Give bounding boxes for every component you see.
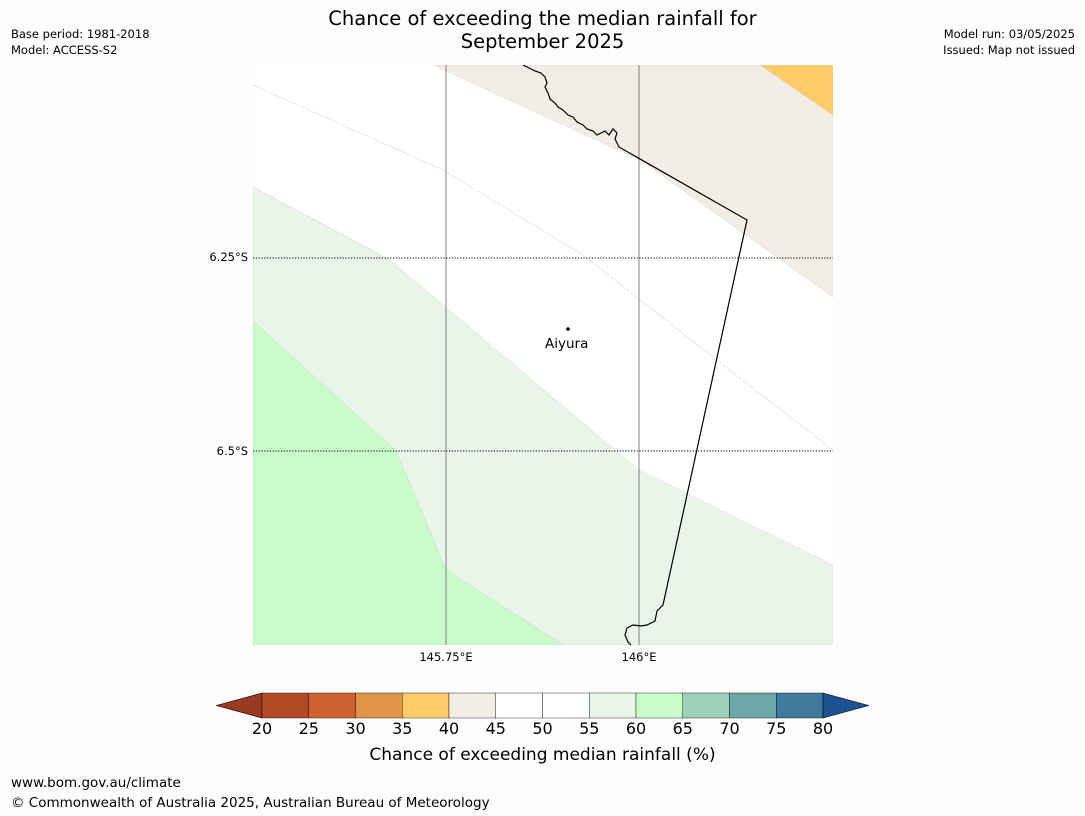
lat-label-6-25: 6.25°S bbox=[209, 250, 248, 264]
colorbar-label: Chance of exceeding median rainfall (%) bbox=[369, 745, 716, 765]
colorbar-segment bbox=[495, 692, 543, 719]
colorbar-segment bbox=[635, 692, 683, 719]
colorbar-segment bbox=[729, 692, 777, 719]
colorbar-segment bbox=[542, 692, 590, 719]
model-text: Model: ACCESS-S2 bbox=[11, 43, 118, 57]
colorbar-segment bbox=[589, 692, 637, 719]
meta-right: Model run: 03/05/2025 Issued: Map not is… bbox=[943, 26, 1075, 58]
colorbar-segment bbox=[448, 692, 496, 719]
contour-line bbox=[253, 84, 833, 451]
colorbar-tick-label: 45 bbox=[485, 719, 506, 738]
lat-label-6-5: 6.5°S bbox=[216, 444, 248, 458]
colorbar-over-extension bbox=[822, 692, 871, 719]
band-40-45 bbox=[432, 65, 833, 298]
map-title-line2: September 2025 bbox=[460, 30, 625, 53]
colorbar-ticks: 20 25 30 35 40 45 50 55 60 65 70 75 80 bbox=[0, 719, 1085, 739]
contour-line bbox=[253, 186, 391, 261]
map-title: Chance of exceeding the median rainfall … bbox=[0, 7, 1085, 53]
map-canvas[interactable] bbox=[253, 65, 833, 645]
colorbar-tick-label: 30 bbox=[345, 719, 366, 738]
colorbar-tick-label: 40 bbox=[438, 719, 460, 738]
colorbar-tick-label: 35 bbox=[392, 719, 413, 738]
lon-label-145-75: 145.75°E bbox=[419, 650, 473, 664]
colorbar-tick-label: 65 bbox=[672, 719, 693, 738]
map-title-line1: Chance of exceeding the median rainfall … bbox=[328, 7, 757, 30]
base-period-text: Base period: 1981-2018 bbox=[11, 27, 150, 41]
colorbar-tick-label: 70 bbox=[719, 719, 740, 738]
meta-left: Base period: 1981-2018 Model: ACCESS-S2 bbox=[11, 26, 150, 58]
colorbar-segment bbox=[261, 692, 309, 719]
band-35-40 bbox=[759, 65, 833, 116]
colorbar-tick-label: 20 bbox=[251, 719, 273, 738]
colorbar bbox=[214, 692, 871, 719]
colorbar-tick-label: 80 bbox=[812, 719, 834, 738]
aiyura-marker[interactable] bbox=[566, 327, 570, 331]
lon-label-146: 146°E bbox=[621, 650, 657, 664]
issued-text: Issued: Map not issued bbox=[943, 43, 1075, 57]
colorbar-tick-label: 25 bbox=[298, 719, 319, 738]
colorbar-segment bbox=[776, 692, 824, 719]
colorbar-tick-label: 75 bbox=[766, 719, 787, 738]
band-60-65 bbox=[253, 320, 564, 645]
colorbar-tick-label: 55 bbox=[579, 719, 600, 738]
colorbar-tick-label: 50 bbox=[532, 719, 553, 738]
colorbar-canvas bbox=[214, 692, 871, 719]
footer-copyright: © Commonwealth of Australia 2025, Austra… bbox=[11, 795, 490, 811]
colorbar-segment bbox=[682, 692, 730, 719]
colorbar-segment bbox=[402, 692, 450, 719]
colorbar-under-extension bbox=[214, 692, 263, 719]
colorbar-segment bbox=[308, 692, 356, 719]
colorbar-tick-label: 60 bbox=[625, 719, 647, 738]
place-label-aiyura: Aiyura bbox=[545, 336, 589, 352]
model-run-text: Model run: 03/05/2025 bbox=[943, 27, 1075, 41]
colorbar-segment bbox=[355, 692, 403, 719]
footer-url[interactable]: www.bom.gov.au/climate bbox=[11, 775, 181, 791]
province-boundary bbox=[522, 65, 748, 645]
rainfall-map[interactable] bbox=[253, 65, 833, 645]
